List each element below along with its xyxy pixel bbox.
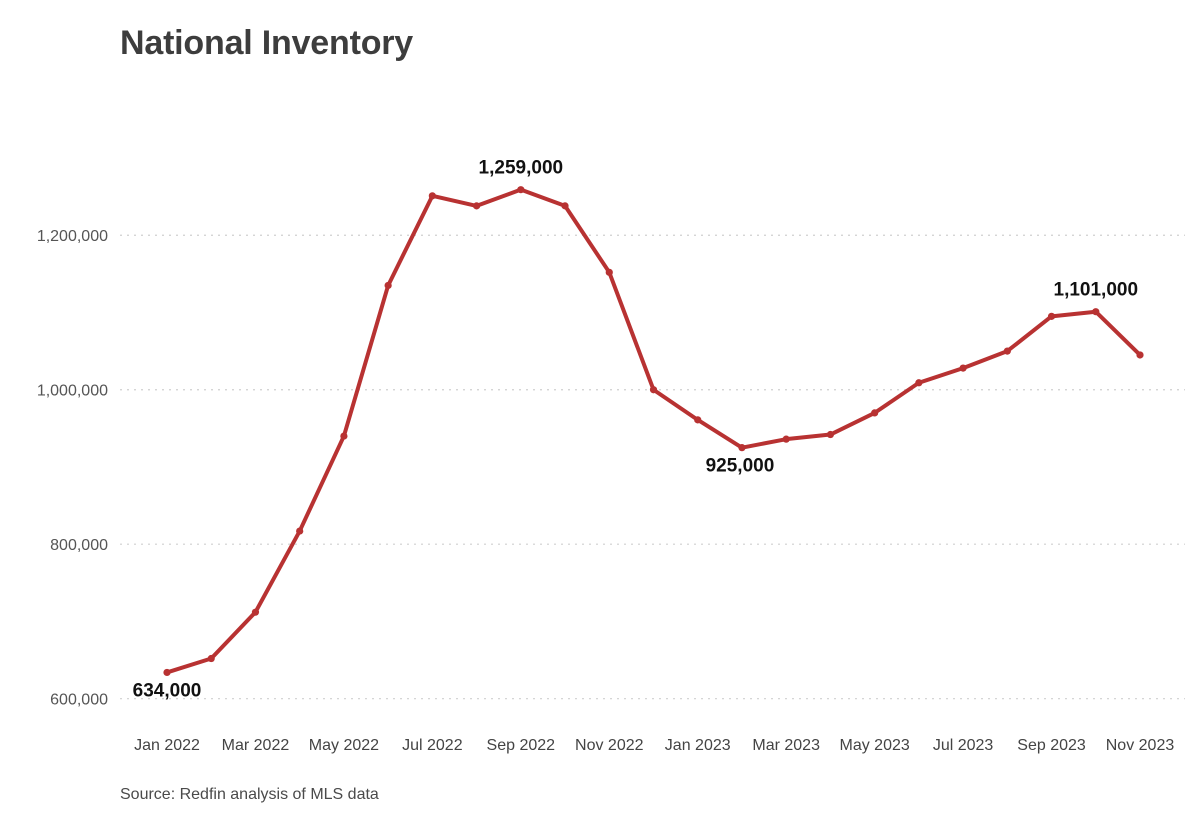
x-tick-label: May 2023: [840, 737, 910, 754]
x-tick-label: Mar 2023: [752, 737, 820, 754]
x-tick-label: Mar 2022: [222, 737, 290, 754]
series: [163, 186, 1144, 677]
data-point: [826, 430, 835, 439]
y-axis: 600,000 800,000 1,000,000 1,200,000: [37, 228, 108, 708]
data-point: [472, 202, 481, 210]
data-point: [163, 668, 171, 677]
data-point: [694, 416, 702, 424]
data-annotation-label: 634,000: [133, 680, 202, 701]
x-tick-label: Nov 2022: [575, 737, 644, 754]
x-tick-label: May 2022: [309, 737, 379, 754]
y-tick-label: 1,000,000: [37, 383, 108, 400]
annotations: 634,000 1,259,000 925,000 1,101,000: [133, 158, 1138, 702]
data-point: [517, 186, 525, 194]
x-tick-label: Sep 2023: [1017, 737, 1086, 754]
data-point: [605, 268, 613, 276]
x-tick-label: Jul 2022: [402, 737, 463, 754]
data-point: [738, 444, 746, 452]
data-point: [1003, 347, 1011, 355]
data-point: [340, 432, 348, 440]
x-tick-label: Jul 2023: [933, 737, 994, 754]
data-point: [296, 527, 304, 535]
x-axis: Jan 2022 Mar 2022 May 2022 Jul 2022 Sep 2022…: [134, 737, 1174, 754]
data-point: [1047, 312, 1056, 320]
x-tick-label: Nov 2023: [1106, 737, 1175, 754]
grid-lines: [120, 234, 1185, 700]
y-tick-label: 800,000: [50, 537, 108, 554]
x-tick-label: Sep 2022: [487, 737, 556, 754]
data-point: [915, 379, 923, 387]
data-annotation-label: 1,259,000: [479, 158, 564, 179]
data-point: [251, 608, 260, 616]
data-annotation-label: 925,000: [706, 456, 775, 477]
data-point: [384, 281, 392, 290]
data-point: [871, 409, 879, 417]
chart-title: National Inventory: [120, 24, 414, 62]
series-line: [165, 187, 1142, 675]
data-point: [428, 192, 436, 200]
x-tick-label: Jan 2023: [665, 737, 731, 754]
data-point: [561, 202, 569, 210]
data-point: [782, 435, 790, 443]
data-point: [959, 364, 967, 372]
y-tick-label: 600,000: [50, 692, 108, 709]
chart-source: Source: Redfin analysis of MLS data: [120, 786, 379, 803]
data-annotation-label: 1,101,000: [1054, 280, 1139, 301]
data-point: [649, 386, 658, 394]
data-point: [1092, 308, 1100, 316]
data-point: [207, 654, 215, 663]
x-tick-label: Jan 2022: [134, 737, 200, 754]
y-tick-label: 1,200,000: [37, 228, 108, 245]
data-point: [1136, 351, 1144, 359]
